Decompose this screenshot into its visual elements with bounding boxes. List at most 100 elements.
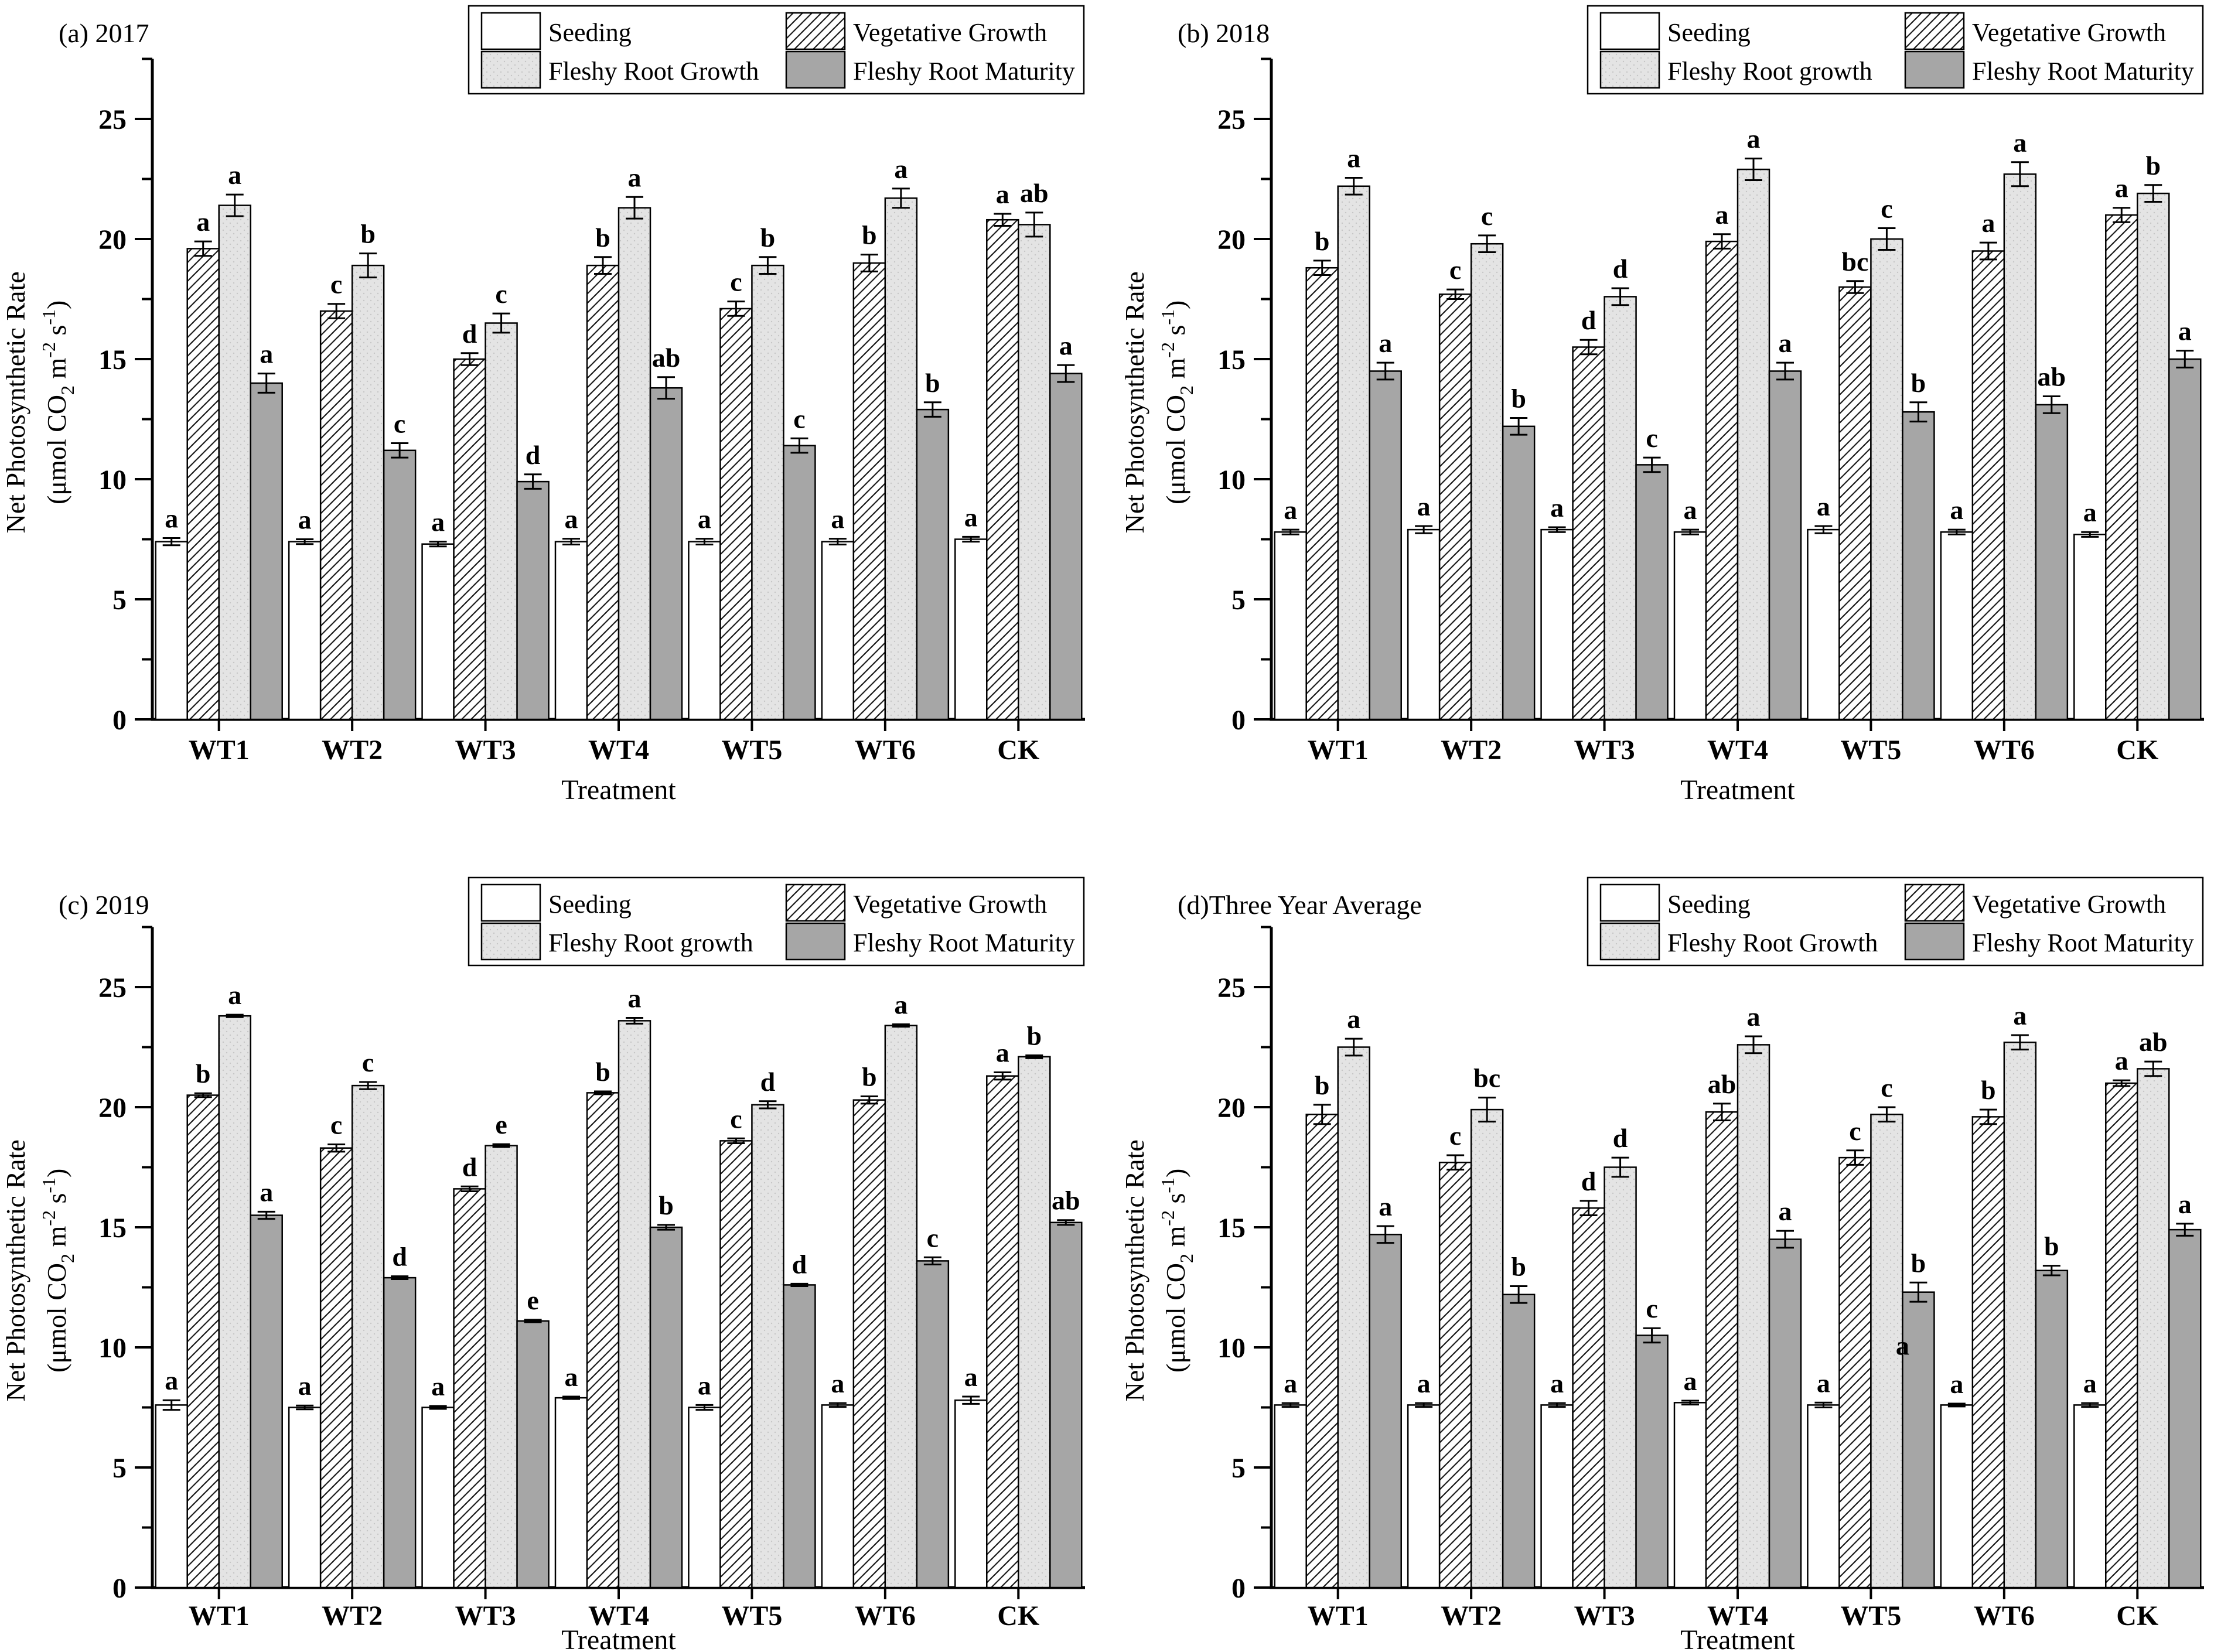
legend-label: Vegetative Growth bbox=[1972, 890, 2166, 919]
significance-letter: a bbox=[431, 507, 445, 537]
bar-vegetative-growth bbox=[453, 358, 486, 721]
significance-letter: a bbox=[1779, 328, 1792, 358]
significance-letter: d bbox=[792, 1249, 807, 1279]
significance-letter: a bbox=[1379, 328, 1392, 358]
bar-fleshy-root-maturity bbox=[1369, 370, 1402, 721]
significance-letter: a bbox=[165, 503, 178, 533]
bar-seeding bbox=[1807, 1404, 1840, 1589]
bar-fleshy-root-maturity bbox=[1768, 370, 1802, 721]
significance-letter: a bbox=[1779, 1196, 1792, 1226]
bar-fleshy-root-maturity bbox=[649, 1226, 683, 1589]
bar-vegetative-growth bbox=[186, 248, 220, 721]
bar-vegetative-growth bbox=[586, 1092, 620, 1589]
bar-fleshy-root-growth bbox=[1018, 224, 1051, 721]
significance-letter: b bbox=[2145, 151, 2161, 180]
significance-letter: b bbox=[862, 1062, 877, 1092]
bar-seeding bbox=[954, 538, 988, 721]
y-axis-title-line2: (μmol CO2 m-2 s-1) bbox=[1157, 1169, 1197, 1373]
x-tick-label: CK bbox=[2116, 735, 2158, 766]
y-tick-label: 25 bbox=[1217, 972, 1246, 1004]
significance-letter: a bbox=[2083, 1368, 2097, 1398]
bar-seeding bbox=[1407, 528, 1441, 721]
x-tick-label: WT3 bbox=[1574, 735, 1635, 766]
x-axis-title: Treatment bbox=[1680, 774, 1795, 805]
bar-fleshy-root-maturity bbox=[649, 387, 683, 721]
bar-fleshy-root-growth bbox=[2003, 173, 2037, 721]
bar-fleshy-root-growth bbox=[2003, 1042, 2037, 1589]
legend-label: Vegetative Growth bbox=[1972, 18, 2166, 47]
x-tick-label: WT6 bbox=[855, 1600, 916, 1631]
bar-seeding bbox=[1673, 531, 1707, 721]
bar-fleshy-root-maturity bbox=[1635, 464, 1669, 721]
significance-letter: ab bbox=[1020, 178, 1049, 208]
bar-fleshy-root-maturity bbox=[1502, 1293, 1536, 1589]
bar-seeding bbox=[554, 541, 588, 721]
y-axis-title-line2: (μmol CO2 m-2 s-1) bbox=[38, 1169, 78, 1373]
bar-fleshy-root-maturity bbox=[2168, 1228, 2202, 1589]
bar-vegetative-growth bbox=[1838, 1156, 1872, 1589]
y-axis-title-line1: Net Photosynthetic Rate bbox=[1120, 1139, 1149, 1401]
legend-label: Seeding bbox=[1667, 18, 1751, 47]
significance-letter: d bbox=[392, 1242, 407, 1272]
y-axis-title-line1: Net Photosynthetic Rate bbox=[1, 1139, 30, 1401]
panel-d-three-year-average: 0 5 10 15 20 25 WT1 WT2 WT3 WT4 WT5 WT6 CK a a a a a a a b c d… bbox=[1119, 826, 2238, 1652]
significance-letter: a bbox=[1747, 124, 1761, 154]
significance-letter: c bbox=[330, 269, 342, 299]
y-tick-label: 15 bbox=[1217, 1213, 1246, 1244]
significance-letter: b bbox=[1511, 383, 1526, 413]
bar-fleshy-root-growth bbox=[2137, 192, 2170, 721]
legend-box bbox=[1587, 5, 2204, 95]
significance-letter: b bbox=[1026, 1020, 1042, 1050]
bar-vegetative-growth bbox=[453, 1188, 486, 1589]
significance-letter: a bbox=[228, 160, 241, 190]
bar-vegetative-growth bbox=[986, 219, 1019, 721]
bar-fleshy-root-maturity bbox=[383, 1276, 417, 1589]
bar-vegetative-growth bbox=[2105, 1082, 2138, 1589]
bar-fleshy-root-maturity bbox=[1902, 1291, 1935, 1589]
bar-fleshy-root-growth bbox=[618, 207, 651, 721]
legend-swatch-seeding bbox=[1599, 12, 1660, 50]
legend-label: Vegetative Growth bbox=[853, 18, 1047, 47]
bar-fleshy-root-maturity bbox=[783, 445, 816, 721]
x-tick-label: WT6 bbox=[1974, 1600, 2035, 1631]
bar-seeding bbox=[2073, 1404, 2107, 1589]
significance-letter: c bbox=[394, 409, 405, 439]
bar-fleshy-root-growth bbox=[218, 204, 251, 721]
significance-letter: b bbox=[1511, 1251, 1526, 1281]
significance-letter: c bbox=[793, 404, 805, 434]
y-tick-label: 20 bbox=[1217, 224, 1246, 255]
significance-letter: d bbox=[1613, 1123, 1628, 1153]
bar-seeding bbox=[1673, 1402, 1707, 1589]
bar-seeding bbox=[155, 541, 188, 721]
significance-letter: a bbox=[1950, 1369, 1963, 1399]
significance-letter: ab bbox=[2038, 362, 2066, 392]
y-tick-label: 25 bbox=[98, 104, 127, 135]
x-tick-label: CK bbox=[2116, 1600, 2158, 1631]
significance-letter: a bbox=[196, 207, 210, 237]
significance-letter: c bbox=[495, 279, 507, 309]
significance-letter: a bbox=[2115, 173, 2128, 203]
x-tick-label: WT2 bbox=[1441, 1600, 1502, 1631]
significance-letter: a bbox=[996, 179, 1009, 209]
significance-letter: a bbox=[1379, 1192, 1392, 1221]
legend-swatch-fleshy-root-maturity bbox=[785, 50, 846, 89]
x-tick-label: WT5 bbox=[721, 735, 782, 766]
y-tick-label: 5 bbox=[1231, 585, 1246, 616]
bar-fleshy-root-growth bbox=[884, 197, 918, 721]
significance-letter: b bbox=[595, 223, 610, 252]
bar-vegetative-growth bbox=[986, 1075, 1019, 1589]
bar-fleshy-root-growth bbox=[1018, 1056, 1051, 1589]
panel-c-2019: 0 5 10 15 20 25 WT1 WT2 WT3 WT4 WT5 WT6 CK a a a a a a a b c d… bbox=[0, 826, 1119, 1652]
significance-letter: a bbox=[1284, 495, 1297, 525]
significance-letter: a bbox=[1550, 493, 1564, 523]
stray-annotation-letter: a bbox=[1896, 1330, 1909, 1360]
y-axis-title-line2: (μmol CO2 m-2 s-1) bbox=[38, 301, 78, 504]
significance-letter: a bbox=[628, 162, 642, 192]
bar-seeding bbox=[821, 1404, 855, 1589]
legend-label: Vegetative Growth bbox=[853, 890, 1047, 919]
legend-label: Seeding bbox=[548, 18, 632, 47]
significance-letter: a bbox=[894, 154, 908, 184]
significance-letter: bc bbox=[1841, 247, 1868, 277]
